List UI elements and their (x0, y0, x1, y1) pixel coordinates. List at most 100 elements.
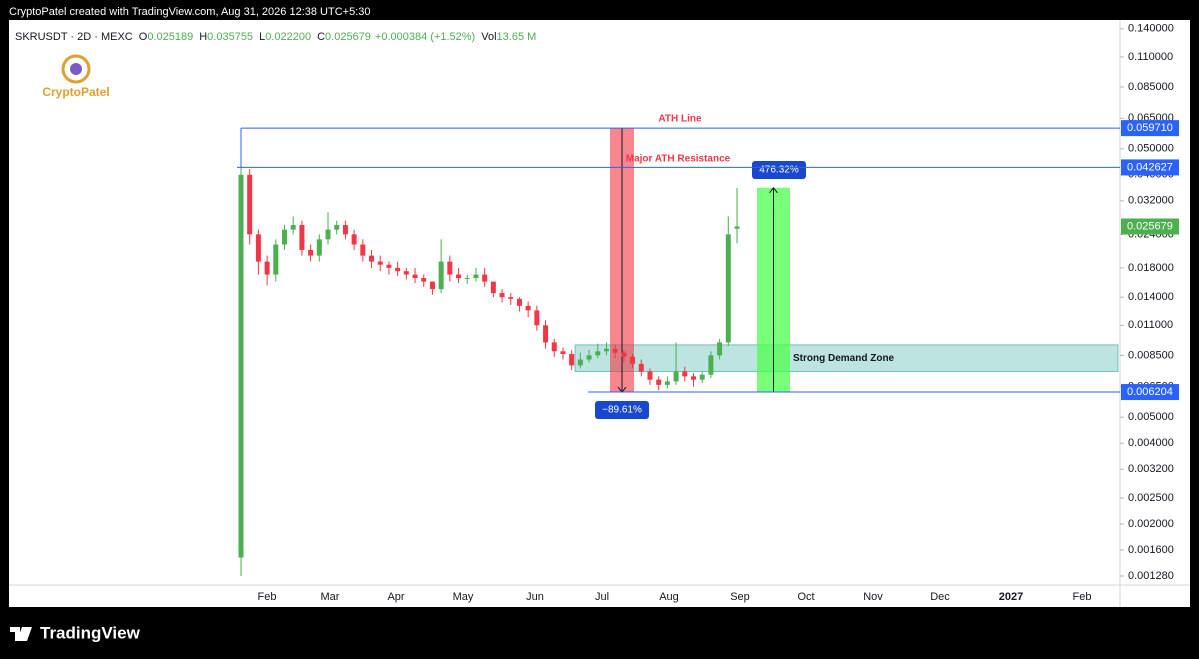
demand-zone (574, 344, 1119, 373)
ohlc-value: 0.025189 (147, 31, 193, 43)
logo-icon (70, 63, 82, 75)
candle-body (560, 351, 566, 354)
x-tick-label: Oct (797, 591, 814, 603)
candle-body (577, 359, 583, 366)
x-tick-label: Feb (1073, 591, 1092, 603)
symbol-legend: SKRUSDT · 2D · MEXC O0.025189 H0.035755 L0.… (15, 31, 536, 43)
level-label: ATH Line (658, 114, 702, 125)
ohlc-key: C (317, 31, 325, 43)
price-label: 0.059710 (1127, 122, 1173, 134)
ohlc-value: 0.025679 (325, 31, 371, 43)
y-tick-label: 0.001600 (1128, 544, 1174, 556)
candle-body (612, 348, 618, 353)
zone-label: Strong Demand Zone (793, 353, 895, 364)
measure-label-box (595, 401, 649, 419)
x-tick-label: 2027 (999, 591, 1023, 603)
measure-label: 476.32% (759, 165, 799, 176)
candle-body (734, 226, 740, 229)
level-label: Major ATH Resistance (626, 154, 731, 165)
candle-body (403, 271, 409, 275)
logo-text: CryptoPatel (42, 85, 109, 99)
credit: CryptoPatel created with TradingView.com… (9, 6, 371, 18)
x-tick-label: Dec (930, 591, 950, 603)
candle-body (290, 225, 296, 230)
candle-body (508, 297, 514, 299)
candle-body (534, 310, 540, 326)
candle-body (482, 274, 488, 282)
ohlc-key: H (199, 31, 207, 43)
candle-body (499, 293, 505, 298)
candle-body (647, 371, 653, 380)
y-tick-label: 0.014000 (1128, 291, 1174, 303)
y-tick-label: 0.002500 (1128, 492, 1174, 504)
candle-body (447, 261, 453, 275)
x-tick-label: Aug (659, 591, 679, 603)
candle-body (516, 298, 522, 306)
ohlc-value: 0.022200 (265, 31, 311, 43)
symbol: SKRUSDT · 2D · MEXC (15, 31, 133, 43)
candle-body (334, 225, 340, 230)
candle-body (586, 355, 592, 360)
candle-body (569, 353, 575, 366)
candle-body (325, 229, 331, 240)
footer-text: TradingView (40, 623, 141, 642)
footer-logo: TradingView (10, 623, 141, 642)
price-label-box (1121, 159, 1179, 176)
tv-icon (10, 627, 32, 641)
candle-body (456, 274, 462, 279)
candle-body (682, 371, 688, 377)
y-tick-label: 0.002000 (1128, 518, 1174, 530)
volume: 13.65 M (497, 31, 537, 43)
candle-body (656, 379, 662, 385)
ohlc-key: O (139, 31, 148, 43)
candle-body (351, 234, 357, 245)
candle-body (282, 229, 288, 245)
measure-label-box (752, 161, 806, 179)
price-label-box (1121, 384, 1179, 401)
volume-key: Vol (481, 31, 496, 43)
x-tick-label: Mar (321, 591, 340, 603)
candle-body (551, 342, 557, 352)
x-tick-label: Jul (595, 591, 609, 603)
candle-body (316, 239, 322, 256)
candle-body (603, 348, 609, 352)
chart-background (9, 20, 1190, 607)
y-tick-label: 0.001280 (1128, 570, 1174, 582)
change: +0.000384 (+1.52%) (375, 31, 475, 43)
arrow-head (769, 186, 778, 194)
candle-body (630, 356, 636, 364)
y-tick-label: 0.003200 (1128, 463, 1174, 475)
y-tick-label: 0.140000 (1128, 23, 1174, 35)
y-tick-label: 0.110000 (1128, 51, 1173, 63)
y-tick-label: 0.018000 (1128, 262, 1174, 274)
logo-icon (61, 54, 91, 84)
ohlc-value: 0.035755 (207, 31, 253, 43)
price-label: 0.006204 (1127, 386, 1173, 398)
x-tick-label: Nov (863, 591, 883, 603)
y-tick-label: 0.008500 (1128, 349, 1174, 361)
x-tick-label: Apr (387, 591, 404, 603)
candle-body (438, 261, 444, 290)
candle-body (377, 261, 383, 265)
x-tick-label: Jun (526, 591, 544, 603)
candle-body (473, 274, 479, 279)
x-tick-label: May (453, 591, 474, 603)
candle-body (717, 342, 723, 356)
candle-body (360, 244, 366, 256)
candle-body (386, 264, 392, 268)
candle-body (464, 278, 470, 280)
candle-body (621, 352, 627, 357)
candle-body (247, 174, 253, 235)
price-label: 0.042627 (1127, 161, 1173, 173)
candle-body (421, 278, 427, 282)
candle-body (664, 381, 670, 385)
price-label-box (1121, 120, 1179, 137)
candle-body (342, 225, 348, 235)
candle-body (369, 255, 375, 262)
ohlc-key: L (259, 31, 265, 43)
x-tick-label: Feb (258, 591, 277, 603)
measure-label: −89.61% (602, 405, 642, 416)
x-tick-label: Sep (730, 591, 750, 603)
candle-body (708, 355, 714, 375)
